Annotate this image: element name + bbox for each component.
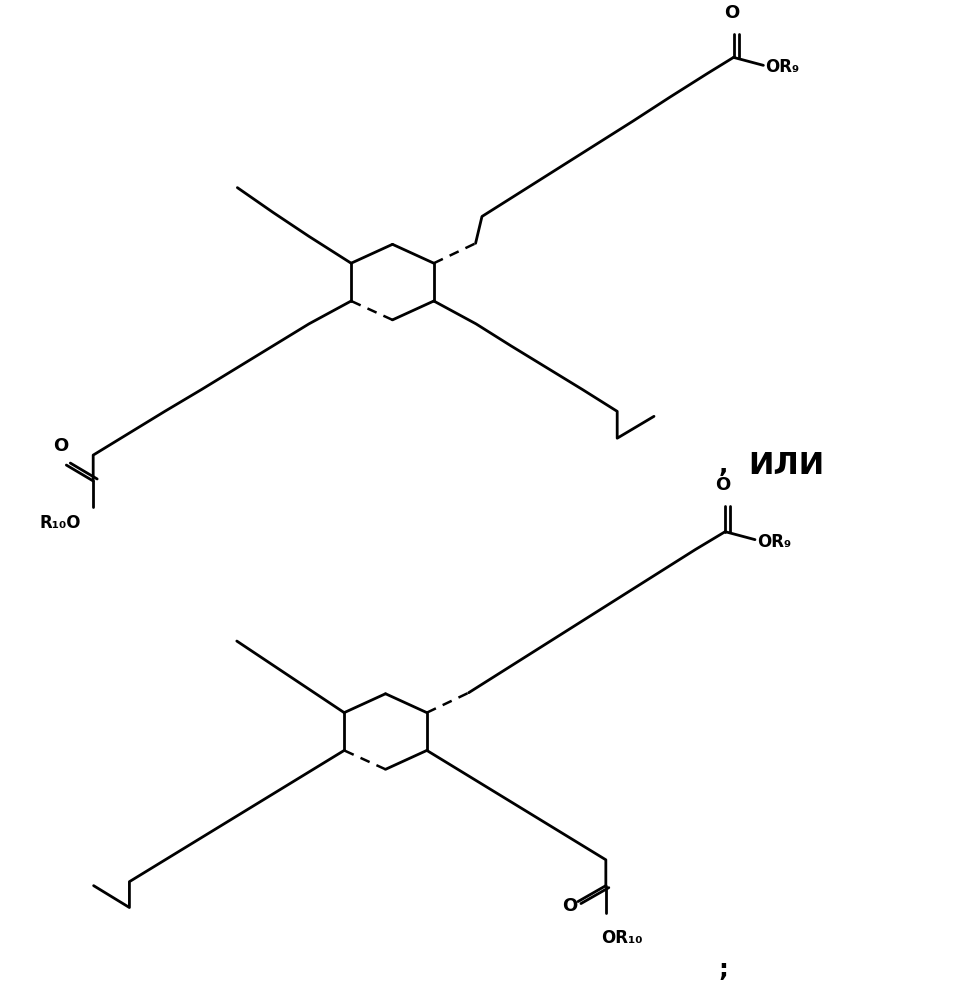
Text: O: O	[52, 437, 68, 455]
Text: O: O	[562, 897, 578, 915]
Text: ИЛИ: ИЛИ	[748, 451, 823, 480]
Text: R₁₀O: R₁₀O	[40, 514, 81, 532]
Text: O: O	[723, 4, 739, 22]
Text: OR₉: OR₉	[764, 58, 799, 76]
Text: OR₉: OR₉	[756, 533, 790, 551]
Text: O: O	[715, 476, 730, 494]
Text: OR₁₀: OR₁₀	[600, 929, 641, 947]
Text: ;: ;	[718, 958, 728, 982]
Text: ,: ,	[718, 453, 727, 477]
